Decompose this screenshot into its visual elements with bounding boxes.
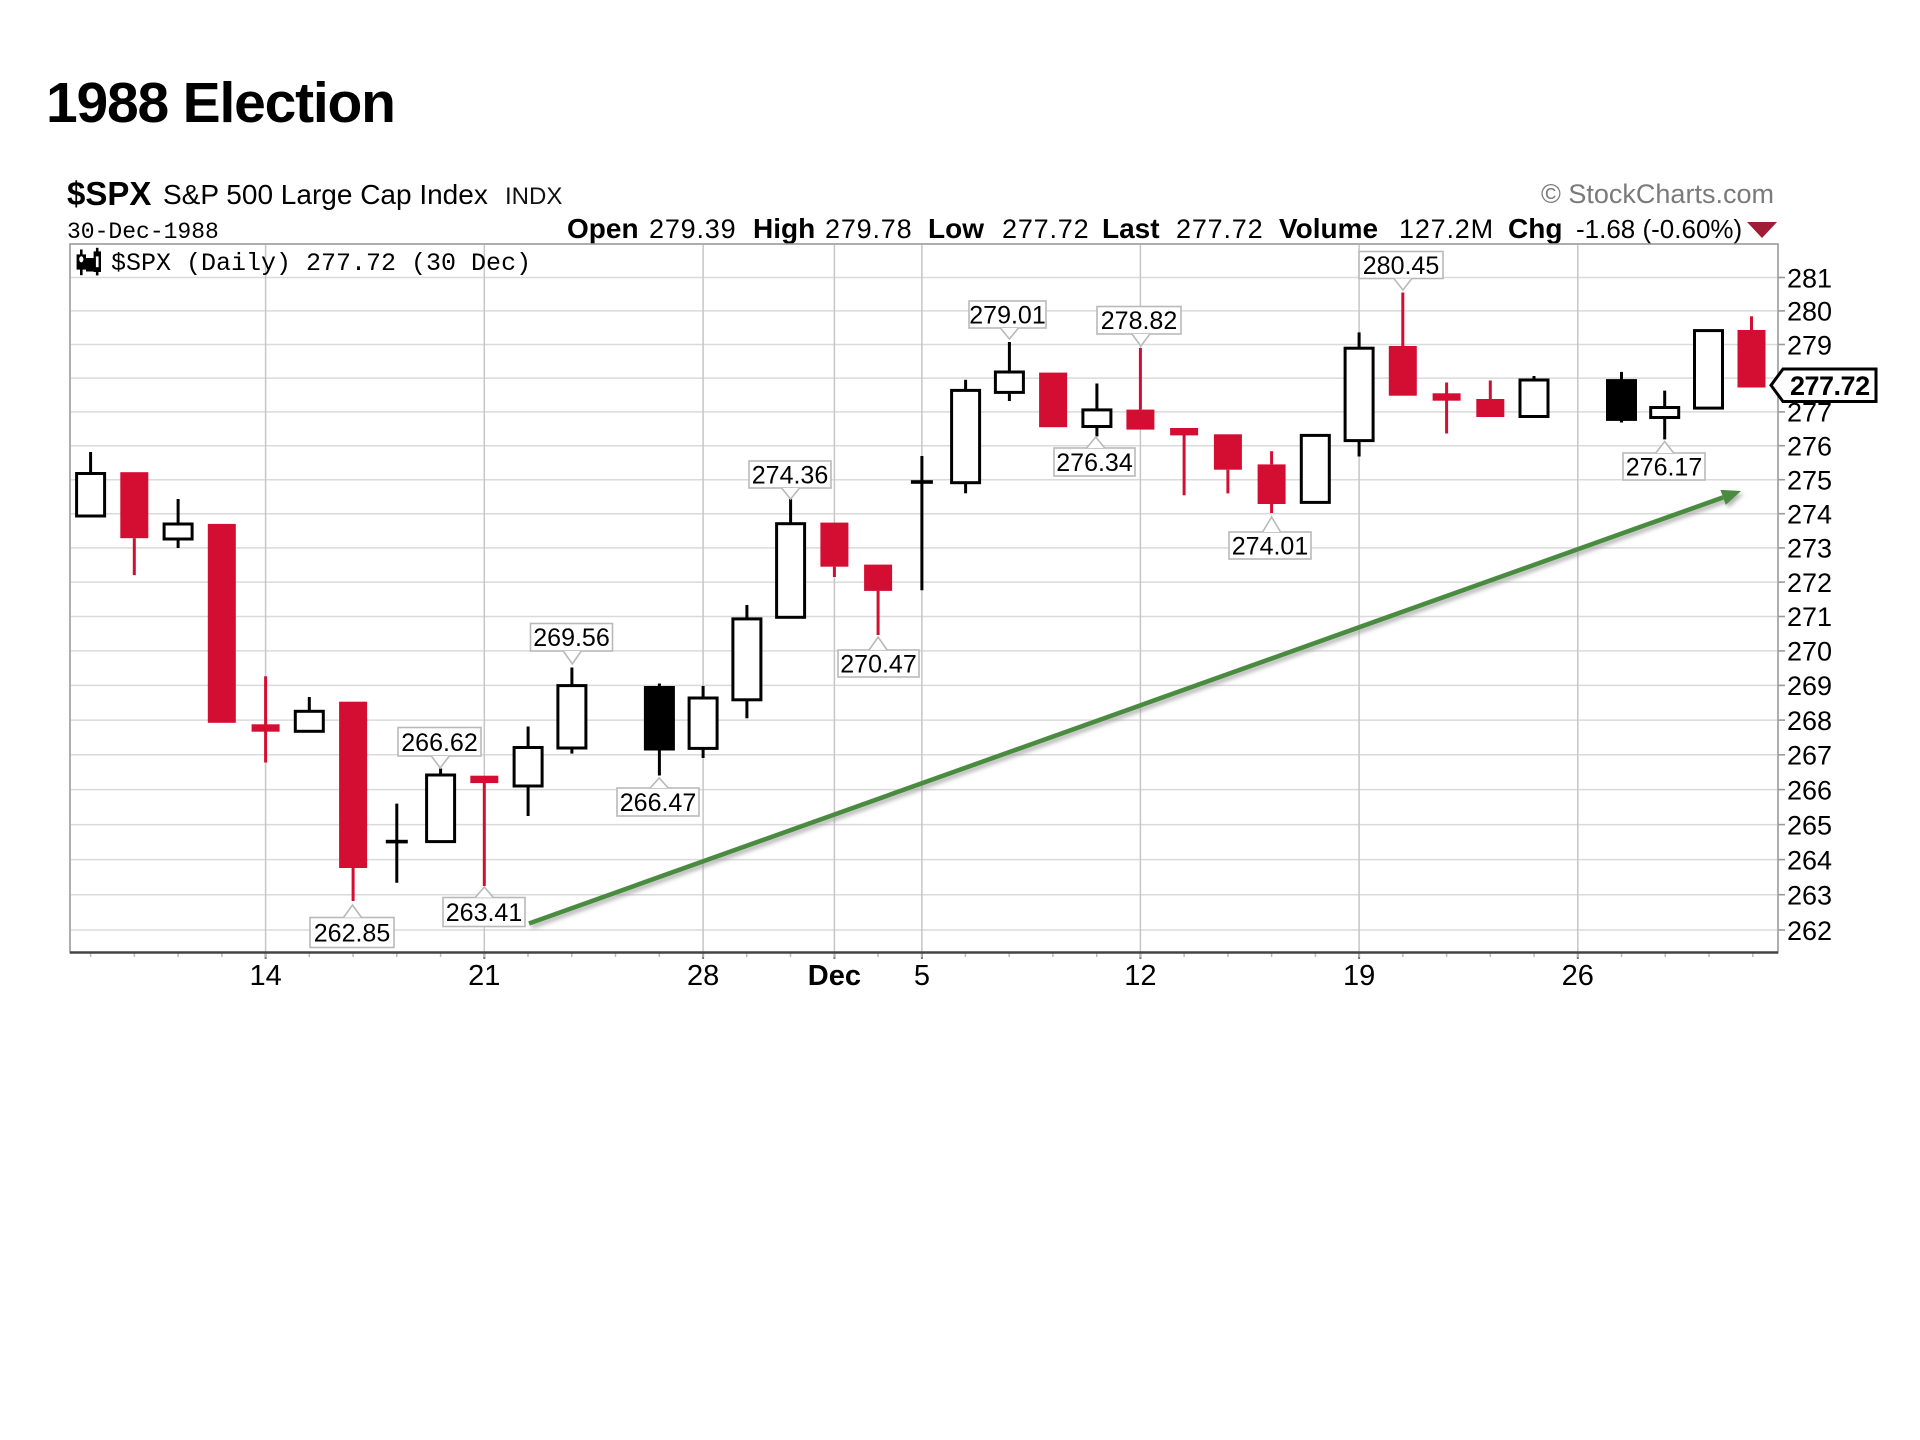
svg-text:277.72: 277.72 [1176, 214, 1263, 244]
svg-text:21: 21 [468, 960, 500, 992]
svg-text:265: 265 [1787, 810, 1832, 840]
svg-text:12: 12 [1124, 960, 1156, 992]
svg-text:279.39: 279.39 [649, 214, 736, 244]
svg-text:275: 275 [1787, 466, 1832, 496]
svg-text:Last: Last [1102, 213, 1160, 244]
svg-text:277.72: 277.72 [1790, 371, 1870, 401]
svg-text:281: 281 [1787, 263, 1832, 293]
svg-text:Chg: Chg [1508, 213, 1562, 244]
svg-text:$SPX (Daily) 277.72 (30 Dec): $SPX (Daily) 277.72 (30 Dec) [111, 249, 531, 278]
svg-text:274.01: 274.01 [1232, 533, 1308, 561]
svg-text:High: High [753, 213, 815, 244]
svg-text:269: 269 [1787, 671, 1832, 701]
svg-text:5: 5 [914, 960, 930, 992]
svg-text:271: 271 [1787, 602, 1832, 632]
svg-text:14: 14 [249, 960, 281, 992]
svg-text:127.2M: 127.2M [1399, 214, 1494, 244]
svg-text:Open: Open [567, 213, 639, 244]
svg-text:277.72: 277.72 [1002, 214, 1089, 244]
svg-text:270.47: 270.47 [840, 651, 916, 679]
svg-text:1988 Election: 1988 Election [46, 71, 395, 135]
svg-text:Low: Low [928, 213, 984, 244]
svg-text:280: 280 [1787, 297, 1832, 327]
svg-text:266.62: 266.62 [401, 729, 477, 757]
svg-text:30-Dec-1988: 30-Dec-1988 [67, 219, 219, 245]
svg-text:276.17: 276.17 [1626, 454, 1702, 482]
svg-text:269.56: 269.56 [533, 624, 609, 652]
svg-text:263.41: 263.41 [446, 899, 522, 927]
svg-text:© StockCharts.com: © StockCharts.com [1541, 179, 1774, 209]
svg-text:263: 263 [1787, 881, 1832, 911]
svg-text:276: 276 [1787, 432, 1832, 462]
svg-text:274.36: 274.36 [752, 462, 828, 490]
svg-text:264: 264 [1787, 845, 1832, 875]
svg-text:276.34: 276.34 [1056, 449, 1133, 477]
svg-text:262: 262 [1787, 916, 1832, 946]
svg-text:262.85: 262.85 [314, 920, 390, 948]
svg-text:272: 272 [1787, 568, 1832, 598]
svg-text:-1.68 (-0.60%): -1.68 (-0.60%) [1576, 214, 1742, 244]
svg-text:28: 28 [687, 960, 719, 992]
svg-text:279: 279 [1787, 330, 1832, 360]
svg-text:267: 267 [1787, 741, 1832, 771]
svg-text:274: 274 [1787, 500, 1832, 530]
svg-text:270: 270 [1787, 637, 1832, 667]
svg-text:278.82: 278.82 [1101, 307, 1177, 335]
svg-text:26: 26 [1562, 960, 1594, 992]
svg-text:266.47: 266.47 [620, 789, 696, 817]
svg-text:280.45: 280.45 [1363, 252, 1439, 280]
svg-text:S&P 500 Large Cap Index: S&P 500 Large Cap Index [163, 179, 488, 210]
svg-text:$SPX: $SPX [67, 175, 151, 212]
svg-text:INDX: INDX [505, 183, 562, 210]
svg-text:Dec: Dec [808, 960, 861, 992]
svg-text:268: 268 [1787, 706, 1832, 736]
svg-text:Volume: Volume [1279, 213, 1378, 244]
svg-text:273: 273 [1787, 534, 1832, 564]
svg-text:266: 266 [1787, 775, 1832, 805]
svg-text:19: 19 [1343, 960, 1375, 992]
svg-text:279.01: 279.01 [969, 302, 1045, 330]
svg-text:279.78: 279.78 [825, 214, 912, 244]
